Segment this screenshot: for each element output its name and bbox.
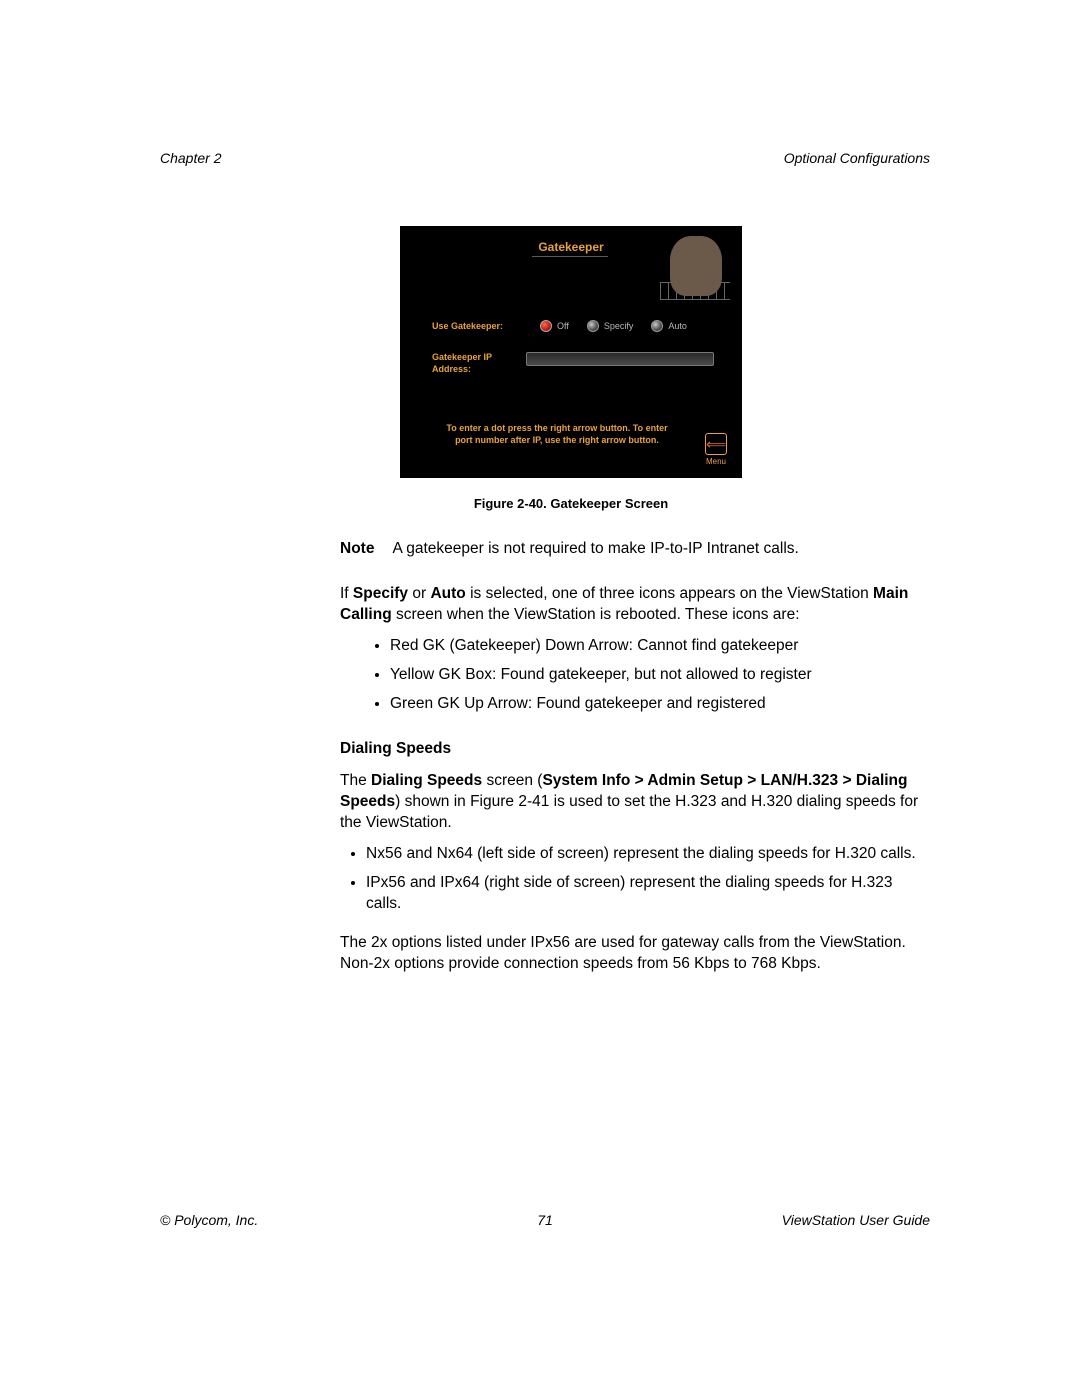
header-section: Optional Configurations [784, 150, 930, 166]
list-item: Green GK Up Arrow: Found gatekeeper and … [390, 694, 930, 715]
title-underline [532, 256, 608, 257]
radio-specify-label: Specify [604, 321, 634, 331]
radio-dot [651, 320, 663, 332]
list-item: Red GK (Gatekeeper) Down Arrow: Cannot f… [390, 636, 930, 657]
gatekeeper-screenshot: Gatekeeper Use Gatekeeper: Off Specify A… [400, 226, 742, 478]
dialing-speeds-heading: Dialing Speeds [340, 739, 930, 760]
radio-specify[interactable]: Specify [587, 320, 634, 332]
body-text: Note A gatekeeper is not required to mak… [340, 539, 930, 975]
dialing-speeds-list: Nx56 and Nx64 (left side of screen) repr… [366, 844, 930, 915]
note-label: Note [340, 539, 374, 560]
note-text: A gatekeeper is not required to make IP-… [392, 539, 798, 560]
para-dialing-speeds: The Dialing Speeds screen (System Info >… [340, 771, 930, 834]
menu-arrow-icon: ⟸ [705, 433, 727, 455]
hint-text: To enter a dot press the right arrow but… [440, 422, 674, 446]
radio-dot-selected [540, 320, 552, 332]
ip-address-row: Gatekeeper IP Address: [432, 352, 714, 375]
use-gatekeeper-row: Use Gatekeeper: Off Specify Auto [432, 320, 722, 332]
list-item: IPx56 and IPx64 (right side of screen) r… [366, 873, 930, 915]
radio-auto-label: Auto [668, 321, 687, 331]
menu-label: Menu [702, 457, 730, 466]
ip-address-input[interactable] [526, 352, 714, 366]
list-item: Nx56 and Nx64 (left side of screen) repr… [366, 844, 930, 865]
ip-address-label: Gatekeeper IP Address: [432, 352, 512, 375]
radio-off[interactable]: Off [540, 320, 569, 332]
page-footer: © Polycom, Inc. 71 ViewStation User Guid… [160, 1212, 930, 1228]
dog-graphic [670, 236, 722, 296]
page-header: Chapter 2 Optional Configurations [160, 150, 930, 166]
radio-auto[interactable]: Auto [651, 320, 687, 332]
header-chapter: Chapter 2 [160, 150, 221, 166]
list-item: Yellow GK Box: Found gatekeeper, but not… [390, 665, 930, 686]
para-2x-options: The 2x options listed under IPx56 are us… [340, 933, 930, 975]
para-specify-auto: If Specify or Auto is selected, one of t… [340, 584, 930, 626]
page-content: Chapter 2 Optional Configurations Gateke… [160, 150, 930, 983]
use-gatekeeper-label: Use Gatekeeper: [432, 321, 522, 331]
radio-dot [587, 320, 599, 332]
footer-copyright: © Polycom, Inc. [160, 1212, 258, 1228]
note-block: Note A gatekeeper is not required to mak… [340, 539, 930, 560]
menu-button[interactable]: ⟸ Menu [702, 433, 730, 466]
figure-caption: Figure 2-40. Gatekeeper Screen [400, 496, 742, 511]
footer-guide-name: ViewStation User Guide [782, 1212, 930, 1228]
figure-wrap: Gatekeeper Use Gatekeeper: Off Specify A… [400, 226, 742, 478]
gk-icons-list: Red GK (Gatekeeper) Down Arrow: Cannot f… [390, 636, 930, 715]
radio-off-label: Off [557, 321, 569, 331]
